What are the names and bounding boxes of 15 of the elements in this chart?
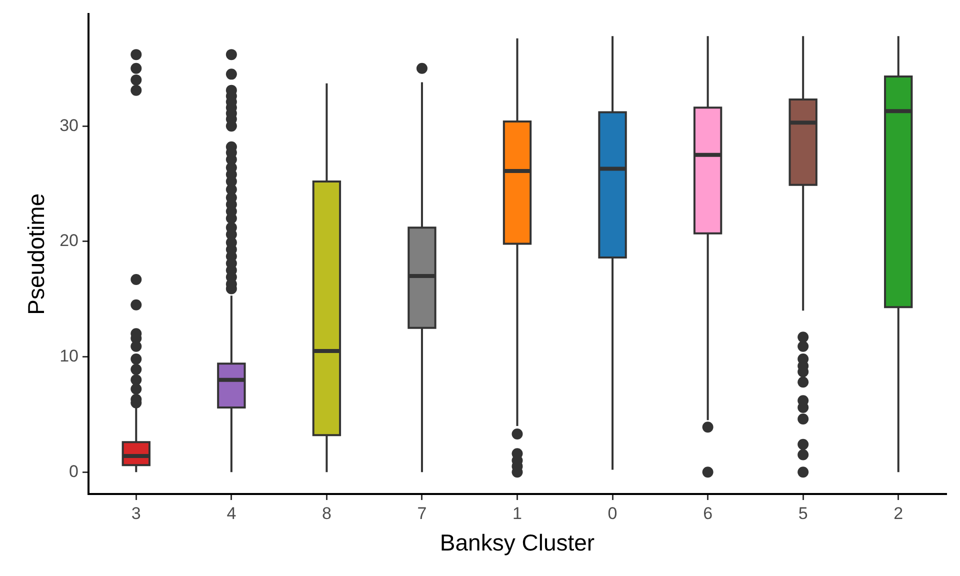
y-tick-label: 30 [60, 116, 79, 135]
y-tick-label: 10 [60, 346, 79, 366]
x-tick-label: 3 [131, 504, 141, 523]
y-tick-label: 0 [69, 462, 79, 481]
x-tick-label: 6 [703, 504, 713, 523]
x-tick-label: 5 [798, 504, 808, 523]
x-tick-label: 8 [322, 504, 332, 523]
x-tick-label: 1 [512, 504, 522, 523]
x-tick-label: 2 [894, 504, 904, 523]
x-tick-label: 0 [608, 504, 618, 523]
y-tick-label: 20 [60, 231, 79, 250]
y-axis-title: Pseudotime [23, 193, 50, 315]
x-axis-title: Banksy Cluster [440, 530, 595, 556]
x-tick-label: 7 [417, 504, 427, 523]
x-tick-label: 4 [226, 504, 236, 523]
